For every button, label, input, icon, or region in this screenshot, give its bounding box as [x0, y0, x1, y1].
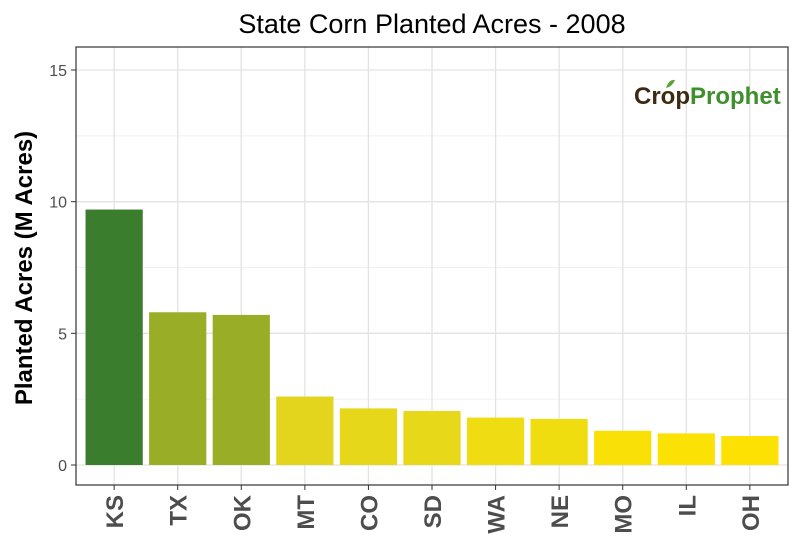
bar-mo — [594, 430, 652, 465]
chart-title: State Corn Planted Acres - 2008 — [238, 9, 625, 39]
bar-ne — [530, 418, 588, 465]
logo-seed-o: o — [661, 83, 676, 110]
y-axis-ticks: 0 5 10 15 — [49, 63, 76, 475]
y-tick-label: 0 — [58, 458, 67, 475]
x-tick-label: MT — [293, 495, 320, 530]
bar-il — [657, 433, 715, 465]
x-tick-label: IL — [674, 495, 701, 516]
bar-oh — [721, 436, 779, 465]
bars — [85, 209, 779, 465]
x-tick-label: TX — [166, 495, 193, 526]
bar-ks — [85, 209, 143, 465]
bar-sd — [403, 411, 461, 465]
bar-ok — [212, 314, 270, 465]
plot-border — [75, 46, 789, 486]
x-tick-label: OH — [738, 495, 765, 531]
bar-tx — [149, 312, 207, 465]
y-tick-label: 10 — [49, 195, 67, 212]
bar-co — [339, 408, 398, 465]
bar-wa — [466, 417, 525, 465]
logo-text-part1: Cr — [634, 83, 661, 110]
y-tick-label: 5 — [58, 326, 67, 343]
x-tick-label: CO — [356, 495, 383, 531]
logo-text-part3: Prophet — [690, 83, 781, 110]
x-axis-ticks: KS TX OK MT CO SD WA NE MO IL OH — [102, 485, 765, 534]
x-tick-label: SD — [420, 495, 447, 528]
cropprophet-logo: CropProphet — [634, 79, 781, 110]
x-tick-label: KS — [102, 495, 129, 528]
sprout-icon — [666, 79, 675, 88]
x-tick-label: WA — [484, 495, 511, 534]
svg-text:CropProphet: CropProphet — [634, 83, 781, 110]
y-tick-label: 15 — [49, 63, 67, 80]
y-axis-label: Planted Acres (M Acres) — [11, 131, 38, 405]
bar-mt — [276, 396, 334, 465]
x-tick-label: NE — [547, 495, 574, 528]
logo-text-part2: p — [675, 83, 690, 110]
x-tick-label: OK — [229, 494, 256, 531]
x-tick-label: MO — [611, 495, 638, 534]
